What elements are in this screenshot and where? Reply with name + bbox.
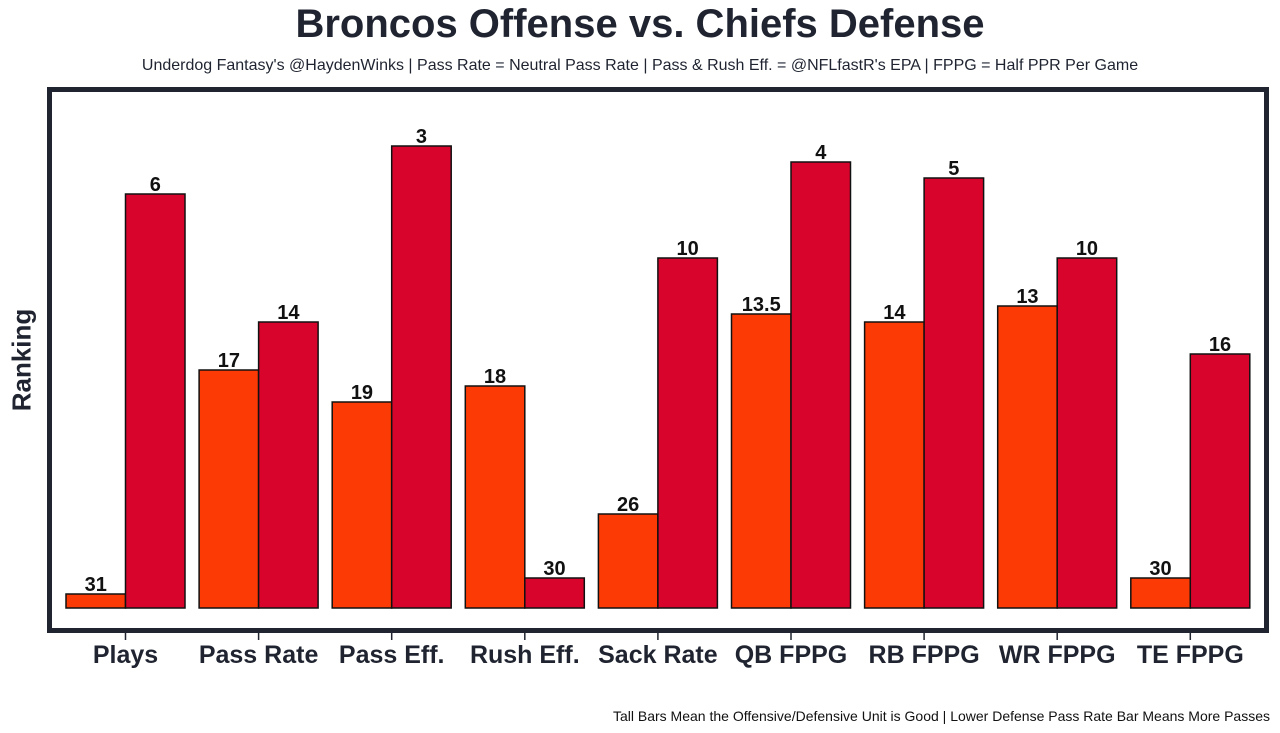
- bar-defense: [390, 145, 452, 609]
- data-label: 30: [1149, 558, 1171, 580]
- data-label: 19: [351, 382, 373, 404]
- bar-offense: [863, 321, 925, 609]
- x-tick-label: Plays: [93, 641, 158, 669]
- data-label: 31: [85, 574, 107, 596]
- data-label: 10: [1076, 238, 1098, 260]
- bar-offense: [730, 313, 792, 609]
- bar-offense: [198, 369, 260, 609]
- data-label: 14: [883, 302, 906, 324]
- data-label: 4: [815, 142, 827, 164]
- chart-caption: Tall Bars Mean the Offensive/Defensive U…: [612, 708, 1270, 724]
- data-label: 13: [1016, 286, 1038, 308]
- x-tick-label: WR FPPG: [999, 641, 1116, 669]
- bar-defense: [1056, 257, 1118, 609]
- data-label: 17: [218, 350, 240, 372]
- bar-defense: [657, 257, 719, 609]
- data-label: 14: [277, 302, 300, 324]
- chart-title: Broncos Offense vs. Chiefs Defense: [295, 2, 985, 46]
- x-tick-label: Rush Eff.: [470, 641, 580, 669]
- data-label: 10: [677, 238, 699, 260]
- x-tick-label: Pass Eff.: [339, 641, 445, 669]
- bar-defense: [124, 193, 186, 609]
- x-tick-label: Sack Rate: [598, 641, 718, 669]
- x-tick-label: RB FPPG: [869, 641, 980, 669]
- data-label: 30: [543, 558, 565, 580]
- data-label: 3: [416, 126, 427, 148]
- bar-defense: [923, 177, 985, 609]
- plot-frame: [47, 87, 1269, 633]
- data-label: 6: [150, 174, 161, 196]
- data-label: 26: [617, 494, 639, 516]
- x-tick-label: TE FPPG: [1137, 641, 1244, 669]
- data-label: 5: [948, 158, 959, 180]
- data-label: 13.5: [742, 294, 781, 316]
- x-tick-label: QB FPPG: [735, 641, 848, 669]
- bar-defense: [524, 577, 586, 609]
- bar-offense: [65, 593, 127, 609]
- bar-offense: [331, 401, 393, 609]
- chart-subtitle: Underdog Fantasy's @HaydenWinks | Pass R…: [141, 57, 1139, 74]
- data-label: 16: [1209, 334, 1231, 356]
- x-tick-label: Pass Rate: [199, 641, 319, 669]
- bar-offense: [597, 513, 659, 609]
- bar-defense: [257, 321, 319, 609]
- data-label: 18: [484, 366, 506, 388]
- bar-defense: [790, 161, 852, 609]
- bar-defense: [1189, 353, 1251, 609]
- bar-offense: [1130, 577, 1192, 609]
- bar-offense: [464, 385, 526, 609]
- bar-offense: [996, 305, 1058, 609]
